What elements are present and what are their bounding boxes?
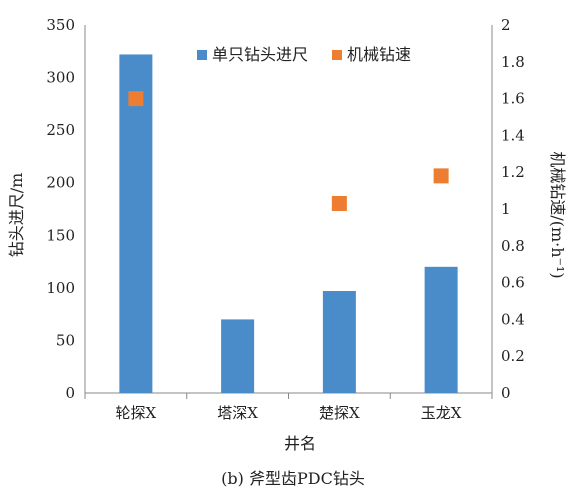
legend: 单只钻头进尺 机械钻速 — [197, 45, 411, 64]
y2-tick-label: 1.6 — [501, 90, 525, 108]
legend-swatch-bar — [197, 50, 207, 60]
y2-tick-label: 0.2 — [501, 347, 525, 365]
x-tick-label: 塔深X — [217, 404, 258, 422]
y-tick-label: 200 — [46, 174, 75, 192]
y2-tick-label: 0 — [501, 384, 511, 402]
bar — [119, 54, 153, 393]
axes: 0 50 100 150 200 250 300 350 0 0.2 0.4 0.6 0.8 1 1.2 1.… — [46, 16, 525, 422]
x-tick-label: 楚探X — [319, 404, 360, 422]
y-tick-label: 250 — [46, 121, 75, 139]
bar — [221, 319, 255, 393]
y2-tick-label: 0.4 — [501, 310, 525, 328]
y-tick-label: 0 — [65, 384, 75, 402]
y2-tick-label: 1.2 — [501, 163, 525, 181]
x-tick-label: 玉龙X — [421, 404, 462, 422]
y2-tick-label: 0.8 — [501, 237, 525, 255]
legend-label-marker: 机械钻速 — [347, 45, 411, 64]
speed-marker — [128, 91, 144, 107]
y2-tick-label: 2 — [501, 16, 511, 34]
y-axis-title: 钻头进尺/m — [7, 173, 26, 258]
y-tick-label: 100 — [46, 279, 75, 297]
speed-marker — [433, 168, 449, 184]
bar — [322, 291, 356, 393]
y2-tick-label: 1.4 — [501, 126, 525, 144]
y-tick-label: 50 — [56, 331, 75, 349]
y2-tick-label: 1 — [501, 200, 511, 218]
y-tick-label: 150 — [46, 226, 75, 244]
legend-swatch-marker — [332, 50, 342, 60]
legend-label-bar: 单只钻头进尺 — [212, 45, 308, 64]
y2-tick-label: 1.8 — [501, 53, 525, 71]
speed-marker — [331, 195, 347, 211]
y2-axis-title: 机械钻速/(m·h⁻¹) — [548, 151, 567, 278]
chart-marks — [119, 54, 458, 393]
x-tick-label: 轮探X — [116, 404, 157, 422]
bar — [424, 266, 458, 393]
y2-tick-label: 0.6 — [501, 274, 525, 292]
y-tick-label: 300 — [46, 69, 75, 87]
y-tick-label: 350 — [46, 16, 75, 34]
figure-caption: (b) 斧型齿PDC钻头 — [221, 469, 365, 488]
x-axis-title: 井名 — [284, 434, 316, 453]
